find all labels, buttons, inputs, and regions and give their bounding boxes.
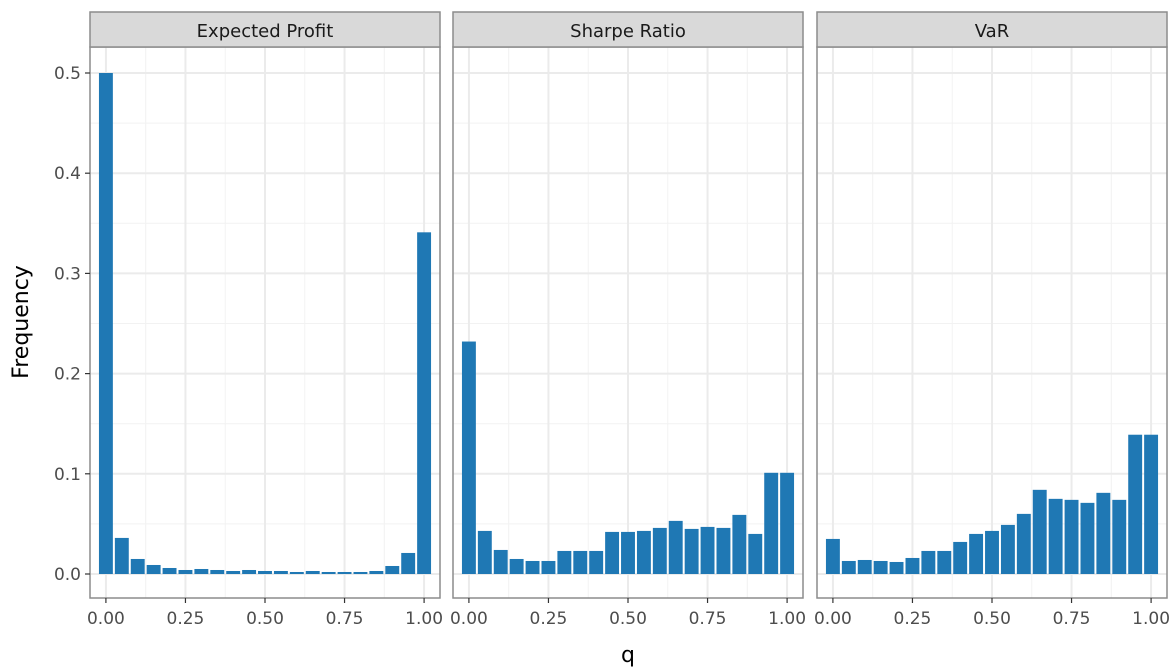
histogram-bar bbox=[114, 537, 129, 574]
x-tick-label: 0.25 bbox=[894, 609, 932, 629]
x-tick-label: 0.75 bbox=[689, 609, 727, 629]
facet-strip-label: Sharpe Ratio bbox=[570, 21, 686, 42]
histogram-bar bbox=[557, 550, 572, 574]
histogram-bar bbox=[273, 570, 288, 574]
facet-strip bbox=[816, 11, 1168, 48]
x-tick-label: 0.75 bbox=[326, 609, 364, 629]
histogram-bar bbox=[337, 571, 352, 574]
histogram-bar bbox=[369, 570, 384, 574]
histogram-bar bbox=[178, 569, 193, 574]
x-tick-label: 0.00 bbox=[814, 609, 852, 629]
histogram-bar bbox=[1016, 513, 1031, 574]
histogram-bar bbox=[825, 538, 840, 574]
x-tick-label: 1.00 bbox=[768, 609, 806, 629]
histogram-bar bbox=[700, 526, 715, 574]
y-tick-label: 0.5 bbox=[54, 64, 81, 84]
histogram-bar bbox=[764, 472, 779, 574]
histogram-bar bbox=[417, 232, 432, 574]
histogram-bar bbox=[353, 571, 368, 574]
histogram-bar bbox=[589, 550, 604, 574]
histogram-bar bbox=[130, 558, 145, 574]
histogram-bar bbox=[1048, 498, 1063, 574]
y-tick-label: 0.3 bbox=[54, 264, 81, 284]
histogram-bar bbox=[1112, 499, 1127, 574]
facet-strip bbox=[89, 11, 441, 48]
histogram-bar bbox=[1144, 434, 1159, 574]
histogram-bar bbox=[289, 571, 304, 574]
histogram-bar bbox=[258, 570, 272, 574]
x-tick-label: 0.00 bbox=[87, 609, 125, 629]
histogram-bar bbox=[401, 552, 416, 574]
histogram-bar bbox=[732, 514, 747, 574]
histogram-bar bbox=[605, 531, 620, 574]
x-tick-label: 0.50 bbox=[973, 609, 1011, 629]
histogram-bar bbox=[857, 559, 872, 574]
histogram-bar bbox=[1096, 492, 1111, 574]
histogram-bar bbox=[621, 531, 635, 574]
histogram-bar bbox=[1064, 499, 1079, 574]
histogram-bar bbox=[636, 530, 651, 574]
histogram-bar bbox=[242, 569, 257, 574]
y-tick-label: 0.2 bbox=[54, 365, 81, 385]
histogram-bar bbox=[305, 570, 320, 574]
y-axis-title: Frequency bbox=[9, 265, 34, 379]
y-tick-label: 0.0 bbox=[54, 565, 81, 585]
histogram-bar bbox=[1128, 434, 1143, 574]
x-tick-label: 0.50 bbox=[609, 609, 647, 629]
histogram-bar bbox=[748, 533, 763, 574]
histogram-bar bbox=[525, 560, 540, 574]
histogram-bar bbox=[889, 561, 904, 574]
histogram-bar bbox=[573, 550, 588, 574]
x-tick-label: 1.00 bbox=[405, 609, 443, 629]
histogram-bar bbox=[226, 570, 241, 574]
histogram-bar bbox=[921, 550, 936, 574]
histogram-bar bbox=[668, 520, 683, 574]
histogram-bar bbox=[953, 541, 968, 574]
histogram-bar bbox=[162, 567, 177, 574]
histogram-bar bbox=[194, 568, 209, 574]
histogram-bar bbox=[985, 530, 999, 574]
y-tick-label: 0.4 bbox=[54, 164, 81, 184]
histogram-bar bbox=[146, 564, 161, 574]
histogram-bar bbox=[905, 557, 920, 574]
histogram-bar bbox=[1000, 524, 1015, 574]
facet-strip bbox=[452, 11, 804, 48]
facet-panel: VaR 0.00 0.25 0.50 0.75 1.00 bbox=[814, 11, 1170, 629]
histogram-bar bbox=[493, 549, 508, 574]
facets-layer: Expected Profit 0.00 0.25 0.50 0.75 1.00 0.0 0.… bbox=[54, 11, 1170, 629]
x-tick-label: 0.50 bbox=[246, 609, 284, 629]
facet-panel: Sharpe Ratio 0.00 0.25 0.50 0.75 1.00 bbox=[450, 11, 806, 629]
x-tick-label: 0.00 bbox=[450, 609, 488, 629]
histogram-bar bbox=[509, 558, 524, 574]
histogram-bar bbox=[321, 571, 336, 574]
histogram-bar bbox=[210, 569, 225, 574]
facet-panel: Expected Profit 0.00 0.25 0.50 0.75 1.00 0.0 0.… bbox=[54, 11, 443, 629]
histogram-bar bbox=[780, 472, 795, 574]
histogram-bar bbox=[1032, 489, 1047, 574]
x-tick-label: 0.25 bbox=[167, 609, 205, 629]
histogram-bar bbox=[98, 73, 113, 574]
histogram-bar bbox=[716, 527, 731, 574]
facet-strip-label: VaR bbox=[975, 21, 1009, 42]
facet-strip-label: Expected Profit bbox=[197, 21, 334, 42]
histogram-bar bbox=[652, 527, 667, 574]
histogram-bar bbox=[969, 533, 984, 574]
histogram-bar bbox=[841, 560, 856, 574]
histogram-bar bbox=[477, 530, 492, 574]
histogram-bar bbox=[461, 341, 476, 574]
histogram-bar bbox=[385, 565, 400, 574]
histogram-bar bbox=[684, 528, 699, 574]
histogram-bar bbox=[937, 550, 952, 574]
histogram-bar bbox=[541, 560, 556, 574]
y-tick-label: 0.1 bbox=[54, 465, 81, 485]
histogram-bar bbox=[873, 560, 888, 574]
histogram-bar bbox=[1080, 502, 1095, 574]
x-tick-label: 1.00 bbox=[1132, 609, 1170, 629]
x-axis-title: q bbox=[621, 643, 635, 668]
x-tick-label: 0.75 bbox=[1053, 609, 1091, 629]
x-tick-label: 0.25 bbox=[530, 609, 568, 629]
